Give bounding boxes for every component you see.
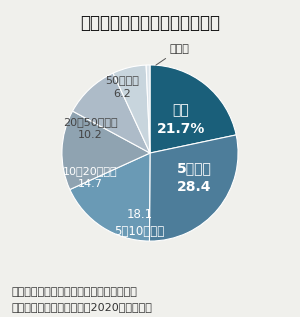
Wedge shape <box>62 111 150 190</box>
Text: （注）調査結果を基に日本経済新聞が計算: （注）調査結果を基に日本経済新聞が計算 <box>12 287 138 297</box>
Text: 大学でできた新しい友達の人数: 大学でできた新しい友達の人数 <box>80 14 220 32</box>
Wedge shape <box>150 65 236 153</box>
Text: 18.1
5〜10人未満: 18.1 5〜10人未満 <box>114 209 165 238</box>
Wedge shape <box>73 73 150 153</box>
Wedge shape <box>113 65 150 153</box>
Text: ゼロ
21.7%: ゼロ 21.7% <box>157 103 205 136</box>
Text: 20〜50人未満
10.2: 20〜50人未満 10.2 <box>63 117 117 140</box>
Wedge shape <box>146 65 150 153</box>
Text: 50人以上
6.2: 50人以上 6.2 <box>105 75 139 99</box>
Text: その他: その他 <box>156 44 189 65</box>
Text: （出所）全国大学生協連　2020年７月調べ: （出所）全国大学生協連 2020年７月調べ <box>12 302 153 312</box>
Text: 5人未満
28.4: 5人未満 28.4 <box>177 161 212 194</box>
Text: 10〜20人未満
14.7: 10〜20人未満 14.7 <box>63 166 117 189</box>
Wedge shape <box>70 153 150 241</box>
Wedge shape <box>149 135 238 241</box>
